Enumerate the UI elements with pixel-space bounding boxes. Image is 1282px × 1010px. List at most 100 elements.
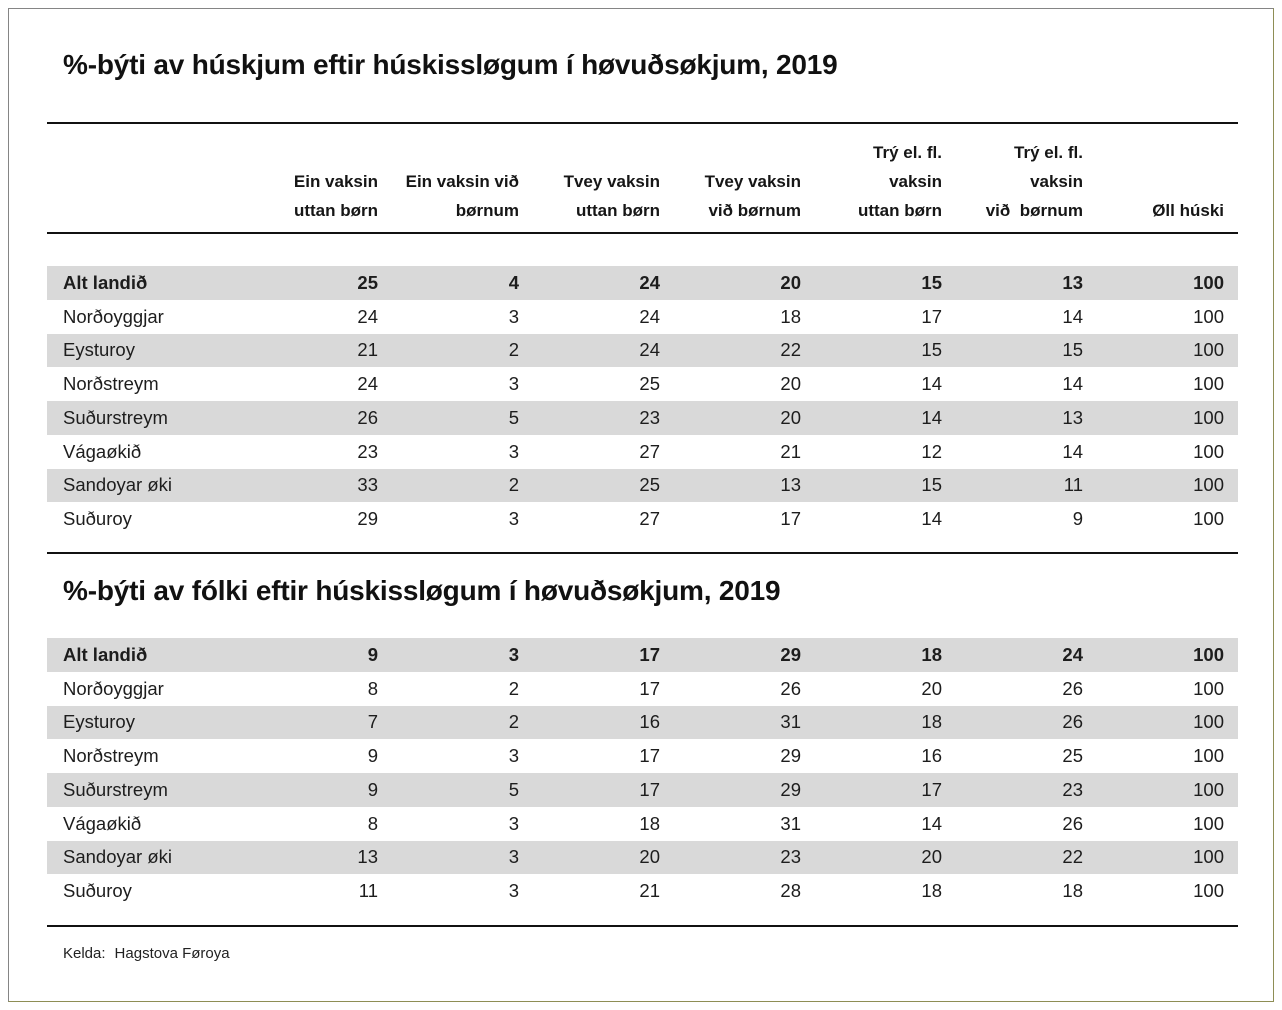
column-header: Ein vaksin við børnum (392, 138, 533, 225)
households-table-title: %-býti av húskjum eftir húskissløgum í h… (63, 49, 838, 80)
value-cell: 100 (1193, 406, 1224, 428)
value-cell: 18 (780, 305, 801, 327)
table-row: Sandoyar øki 33 2 25 13 15 11 100 (47, 468, 1238, 503)
value-cell: 2 (508, 677, 519, 699)
value-cell: 7 (367, 711, 378, 733)
value-cell: 100 (1193, 711, 1224, 733)
column-header: Trý el. fl. vaksin við børnum (956, 138, 1097, 225)
value-cell: 17 (639, 745, 660, 767)
table-row: Eysturoy 21 2 24 22 15 15 100 (47, 333, 1238, 368)
value-cell: 23 (357, 440, 378, 462)
column-header: Tvey vaksin við børnum (674, 138, 815, 225)
value-cell: 23 (1062, 778, 1083, 800)
value-cell: 24 (639, 305, 660, 327)
value-cell: 31 (780, 812, 801, 834)
region-label: Norðstreym (63, 373, 159, 395)
table-row: Norðoyggjar 24 3 24 18 17 14 100 (47, 300, 1238, 334)
figure-frame: %-býti av húskjum eftir húskissløgum í h… (8, 8, 1274, 1002)
value-cell: 20 (780, 406, 801, 428)
table-row: Vágaøkið 8 3 18 31 14 26 100 (47, 807, 1238, 841)
value-cell: 11 (358, 880, 378, 902)
column-header-line: vaksin (889, 172, 942, 191)
value-cell: 3 (508, 812, 519, 834)
table-row: Norðstreym 24 3 25 20 14 14 100 (47, 367, 1238, 401)
table-row: Alt landið 25 4 24 20 15 13 100 (47, 266, 1238, 300)
value-cell: 28 (780, 880, 801, 902)
value-cell: 14 (921, 406, 942, 428)
footer-rule (47, 925, 1238, 927)
region-label: Alt landið (63, 271, 148, 293)
value-cell: 100 (1193, 271, 1224, 293)
value-cell: 17 (780, 508, 801, 530)
source-value: Hagstova Føroya (114, 945, 230, 962)
people-table-title: %-býti av fólki eftir húskissløgum í høv… (63, 575, 781, 606)
source-note: Kelda: Hagstova Føroya (63, 945, 1238, 962)
value-cell: 26 (1062, 711, 1083, 733)
value-cell: 13 (1062, 406, 1083, 428)
value-cell: 100 (1193, 440, 1224, 462)
region-label: Eysturoy (63, 711, 135, 733)
value-cell: 16 (639, 711, 660, 733)
value-cell: 26 (780, 677, 801, 699)
figure-content: %-býti av húskjum eftir húskissløgum í h… (47, 48, 1238, 962)
value-cell: 100 (1193, 812, 1224, 834)
value-cell: 100 (1193, 778, 1224, 800)
value-cell: 26 (1062, 812, 1083, 834)
value-cell: 26 (1062, 677, 1083, 699)
region-label: Norðstreym (63, 745, 159, 767)
value-cell: 100 (1193, 508, 1224, 530)
column-header-line: Tvey vaksin (704, 172, 801, 191)
value-cell: 29 (780, 643, 801, 665)
column-header-line: Ein vaksin við (405, 172, 519, 191)
value-cell: 100 (1193, 474, 1224, 496)
column-header-line: Trý el. fl. (873, 143, 942, 162)
value-cell: 100 (1193, 373, 1224, 395)
table-row: Vágaøkið 23 3 27 21 12 14 100 (47, 435, 1238, 469)
column-header: Tvey vaksin uttan børn (533, 138, 674, 225)
value-cell: 20 (780, 373, 801, 395)
value-cell: 25 (1062, 745, 1083, 767)
value-cell: 27 (639, 440, 660, 462)
column-header-line: vaksin (1030, 172, 1083, 191)
value-cell: 15 (921, 271, 942, 293)
value-cell: 3 (508, 508, 519, 530)
column-header-line: Øll húski (1152, 201, 1224, 220)
value-cell: 100 (1193, 846, 1224, 868)
value-cell: 14 (1062, 373, 1083, 395)
value-cell: 15 (921, 339, 942, 361)
column-header-spacer (47, 138, 251, 225)
value-cell: 8 (367, 677, 378, 699)
value-cell: 21 (780, 440, 801, 462)
value-cell: 14 (921, 812, 942, 834)
value-cell: 100 (1193, 339, 1224, 361)
region-label: Norðoyggjar (63, 677, 164, 699)
region-label: Suðurstreym (63, 778, 168, 800)
table-row: Norðstreym 9 3 17 29 16 25 100 (47, 739, 1238, 773)
value-cell: 100 (1193, 677, 1224, 699)
value-cell: 3 (508, 880, 519, 902)
column-header-line: við børnum (708, 201, 801, 220)
value-cell: 17 (639, 677, 660, 699)
column-header-line: børnum (455, 201, 519, 220)
value-cell: 29 (780, 778, 801, 800)
column-header-line: uttan børn (575, 201, 660, 220)
value-cell: 5 (508, 778, 519, 800)
value-cell: 14 (1062, 305, 1083, 327)
value-cell: 4 (508, 271, 519, 293)
value-cell: 25 (639, 373, 660, 395)
value-cell: 25 (357, 271, 378, 293)
column-header-line: við børnum (985, 201, 1083, 220)
value-cell: 18 (639, 812, 660, 834)
region-label: Sandoyar øki (63, 474, 172, 496)
value-cell: 100 (1193, 745, 1224, 767)
value-cell: 33 (357, 474, 378, 496)
region-label: Suðuroy (63, 880, 132, 902)
column-header-line: uttan børn (857, 201, 942, 220)
value-cell: 8 (367, 812, 378, 834)
value-cell: 29 (780, 745, 801, 767)
column-header-row: Ein vaksin uttan børn Ein vaksin við børnum… (47, 138, 1238, 225)
value-cell: 14 (921, 508, 942, 530)
value-cell: 24 (1062, 643, 1083, 665)
value-cell: 18 (921, 643, 942, 665)
value-cell: 26 (357, 406, 378, 428)
